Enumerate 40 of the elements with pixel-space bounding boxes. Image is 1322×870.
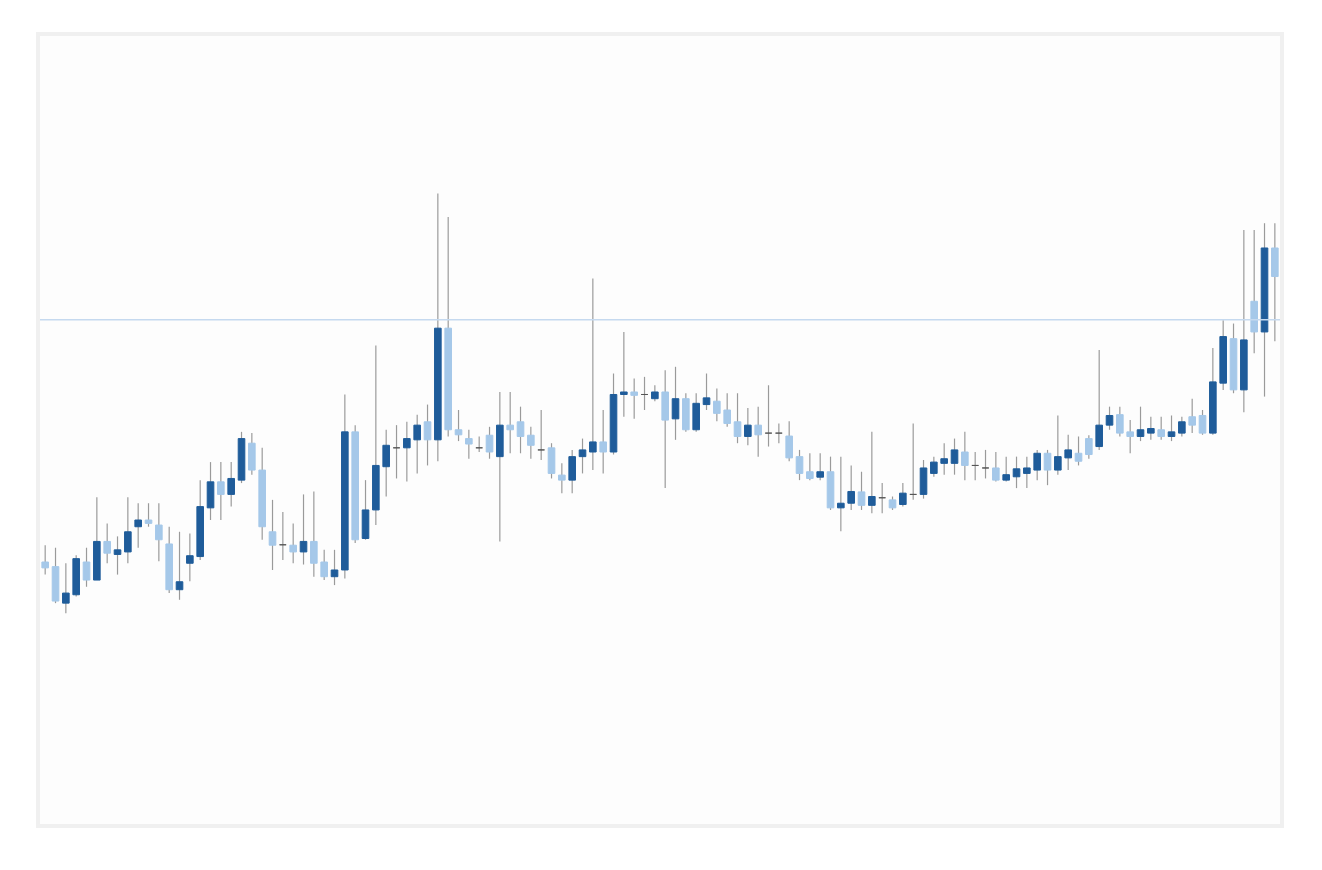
candlestick (764, 384, 773, 448)
candlestick (1157, 416, 1165, 441)
candlestick (165, 526, 173, 594)
candlestick (299, 493, 308, 566)
candlestick (268, 499, 277, 571)
candlestick (558, 462, 566, 494)
candlestick (744, 407, 752, 446)
candlestick (981, 449, 990, 480)
candlestick (671, 366, 680, 441)
candlestick (485, 426, 494, 460)
candlestick (289, 522, 297, 564)
candlestick (661, 369, 669, 489)
candlestick (826, 456, 835, 511)
candlestick (537, 409, 545, 461)
candlestick (1250, 229, 1258, 354)
candlestick (496, 391, 504, 543)
candlestick (144, 502, 153, 528)
candlestick (630, 377, 638, 420)
candlestick (899, 482, 907, 508)
candlestick (217, 461, 225, 521)
candlestick (423, 403, 432, 467)
candlestick (816, 452, 824, 481)
candlestick (599, 409, 607, 475)
candlestick (93, 496, 101, 581)
candlestick (134, 502, 142, 549)
candlestick (754, 406, 762, 458)
candlestick (857, 471, 866, 511)
candlestick (961, 431, 969, 481)
candlestick (682, 392, 690, 433)
candlestick (175, 531, 184, 601)
candlestick (103, 522, 111, 564)
candlestick (775, 422, 783, 444)
candlestick (82, 547, 91, 588)
candlestick (155, 502, 163, 562)
candlestick (868, 431, 876, 514)
candlestick (992, 451, 1000, 482)
candlestick (1043, 449, 1052, 486)
candlestick (547, 442, 556, 480)
candlestick (465, 429, 473, 460)
candlestick (1271, 222, 1279, 342)
